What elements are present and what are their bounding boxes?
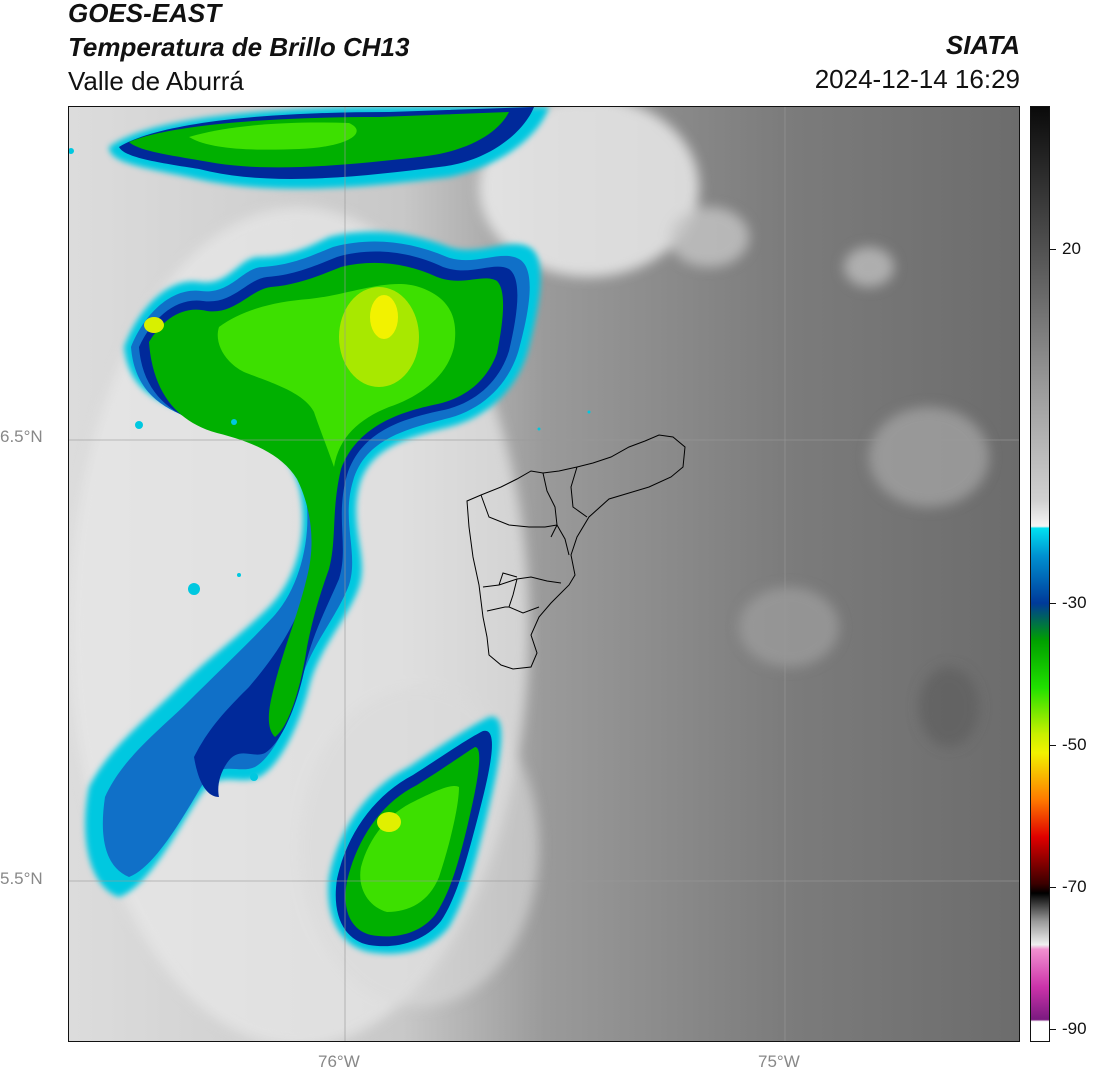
title-block: GOES-EAST Temperatura de Brillo CH13 Val… xyxy=(68,0,409,98)
lat-label-6-5: 6.5°N xyxy=(0,427,43,446)
satellite-title: GOES-EAST xyxy=(68,0,222,28)
title-right: SIATA 2024-12-14 16:29 xyxy=(815,28,1020,96)
convective-cloud-main xyxy=(85,231,541,897)
colorbar-tick-minus70 xyxy=(1050,887,1056,888)
datetime-label: 2024-12-14 16:29 xyxy=(814,64,1020,94)
satellite-map[interactable] xyxy=(68,106,1020,1042)
lat-label-5-5: 5.5°N xyxy=(0,869,43,888)
organization-label: SIATA xyxy=(945,30,1020,60)
map-canvas xyxy=(69,107,1019,1041)
lon-label-76w: 76°W xyxy=(318,1052,360,1071)
cloud-specks xyxy=(69,148,591,781)
municipality-boundaries xyxy=(466,434,686,670)
lon-label-75w: 75°W xyxy=(758,1052,800,1071)
colorbar-tick-minus30 xyxy=(1050,603,1056,604)
colorbar-tick-minus90 xyxy=(1050,1029,1056,1030)
colorbar-tick-minus50 xyxy=(1050,745,1056,746)
convective-cloud-south xyxy=(328,716,502,954)
product-title: Temperatura de Brillo CH13 xyxy=(68,32,410,62)
colorbar-gradient xyxy=(1031,107,1049,1041)
colorbar-label-minus50: -50 xyxy=(1062,735,1087,754)
colorbar xyxy=(1030,106,1050,1042)
colorbar-label-minus90: -90 xyxy=(1062,1019,1087,1038)
convective-cloud-north xyxy=(109,107,549,189)
colorbar-label-minus30: -30 xyxy=(1062,593,1087,612)
region-subtitle: Valle de Aburrá xyxy=(68,66,244,96)
colorbar-label-20: 20 xyxy=(1062,239,1081,258)
colorbar-label-minus70: -70 xyxy=(1062,877,1087,896)
colorbar-tick-20 xyxy=(1050,249,1056,250)
map-gridlines xyxy=(69,107,1019,1041)
